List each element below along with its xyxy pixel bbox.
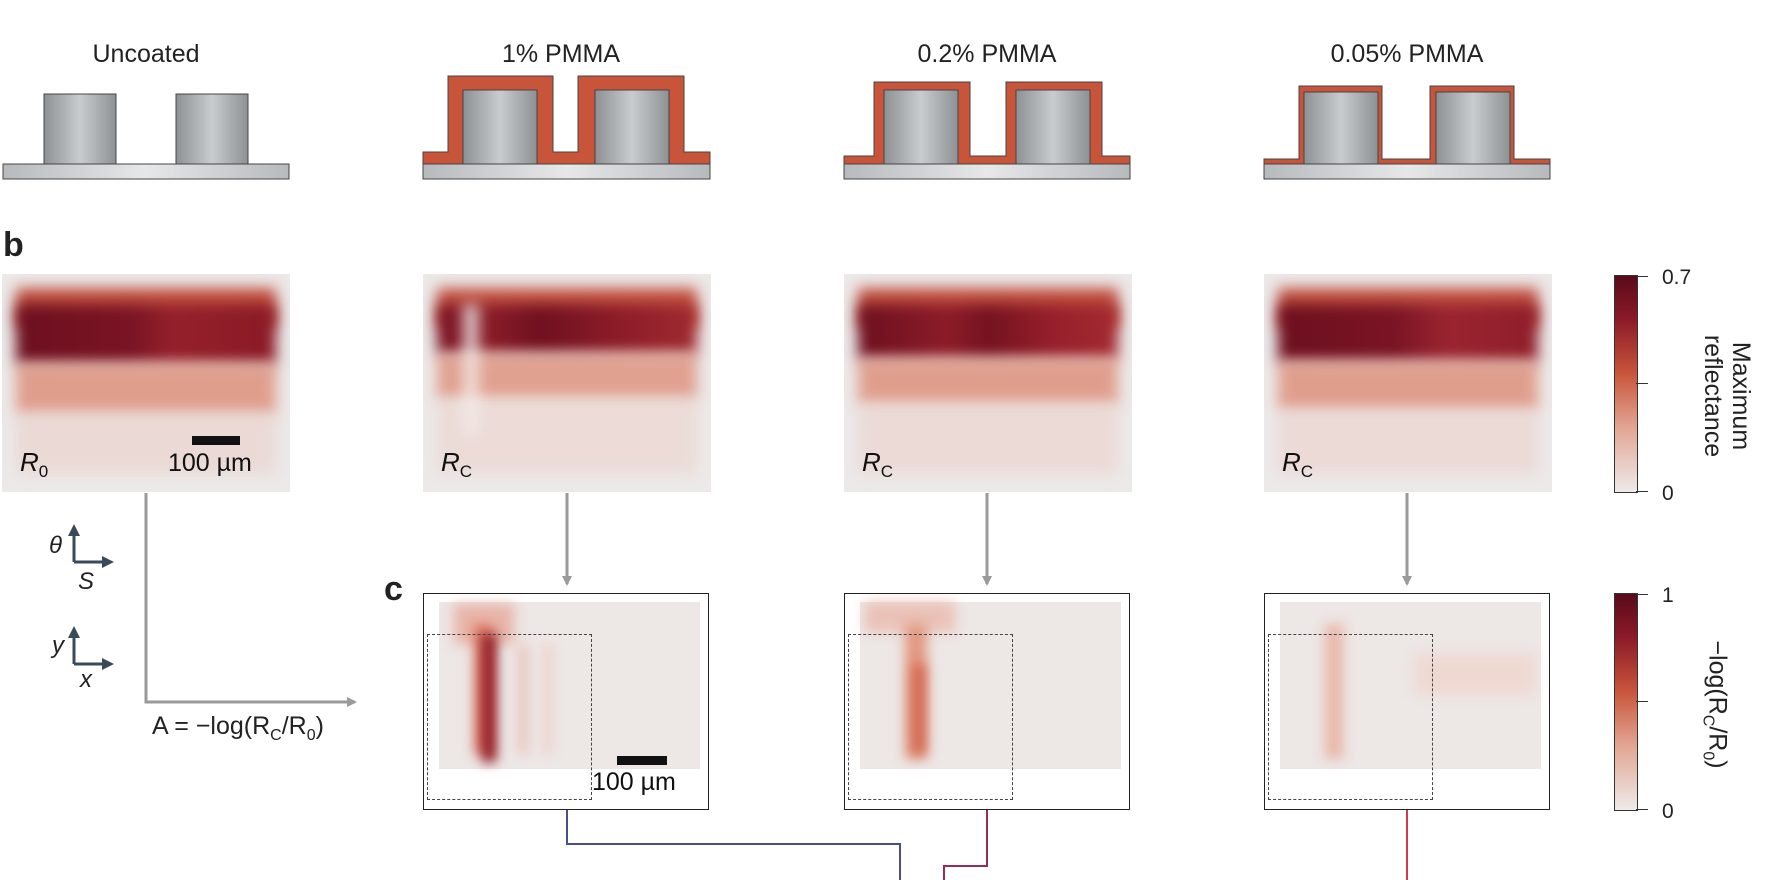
theta-s-axes-icon (68, 524, 114, 568)
scale-bar-label: 100 µm (592, 768, 676, 796)
map-label-rc: RC (862, 446, 894, 481)
connector-line-purple (943, 810, 988, 880)
colorbar-reflectance-title: Maximum reflectance (1699, 334, 1755, 458)
colorbar-reflectance-min: 0 (1662, 482, 1674, 505)
colorbar-absorbance-max: 1 (1662, 584, 1674, 607)
connector-line-blue (566, 810, 901, 880)
axis-label-y: y (52, 632, 64, 659)
region-of-interest (1268, 634, 1433, 800)
schematic-005pct-pmma (1263, 85, 1551, 180)
absorbance-map-02pct (844, 593, 1130, 810)
reflectance-map-02pct: RC (844, 274, 1132, 492)
scale-bar (192, 436, 240, 445)
column-title-1pct-pmma: 1% PMMA (501, 40, 621, 68)
schematics (2, 75, 1551, 180)
colorbar-reflectance-max: 0.7 (1662, 266, 1692, 289)
map-label-rc: RC (1282, 446, 1314, 481)
column-title-uncoated: Uncoated (92, 40, 200, 68)
scale-bar-label: 100 µm (168, 449, 252, 477)
absorbance-map-005pct (1264, 593, 1550, 810)
column-title-02pct-pmma: 0.2% PMMA (917, 40, 1057, 68)
scale-bar (617, 756, 667, 765)
axis-label-s: S (78, 568, 95, 595)
schematic-1pct-pmma (422, 75, 711, 180)
reflectance-map-uncoated: 100 µm R0 (2, 274, 290, 492)
y-x-axes-icon (68, 626, 114, 670)
absorbance-map-1pct: 100 µm (423, 593, 709, 810)
colorbar-absorbance (1614, 593, 1638, 811)
region-of-interest (427, 634, 592, 800)
region-of-interest (848, 634, 1013, 800)
axis-label-x: x (80, 666, 92, 693)
reflectance-map-005pct: RC (1264, 274, 1552, 492)
arrow-r0-to-formula (144, 493, 357, 707)
map-label-rc: RC (441, 446, 473, 481)
colorbar-absorbance-title: −log(RC/R0) (1699, 640, 1732, 769)
colorbar-reflectance (1614, 275, 1638, 493)
axis-label-theta: θ (49, 532, 63, 559)
panel-label-b: b (3, 226, 24, 264)
panel-label-c: c (384, 570, 403, 608)
colorbar-absorbance-min: 0 (1662, 800, 1674, 823)
absorbance-formula: A = −log(RC/R0) (152, 712, 324, 744)
column-title-005pct-pmma: 0.05% PMMA (1330, 40, 1484, 68)
schematic-02pct-pmma (843, 81, 1131, 180)
map-label-r0: R0 (20, 446, 49, 481)
schematic-uncoated (2, 93, 290, 180)
reflectance-map-1pct: RC (423, 274, 711, 492)
